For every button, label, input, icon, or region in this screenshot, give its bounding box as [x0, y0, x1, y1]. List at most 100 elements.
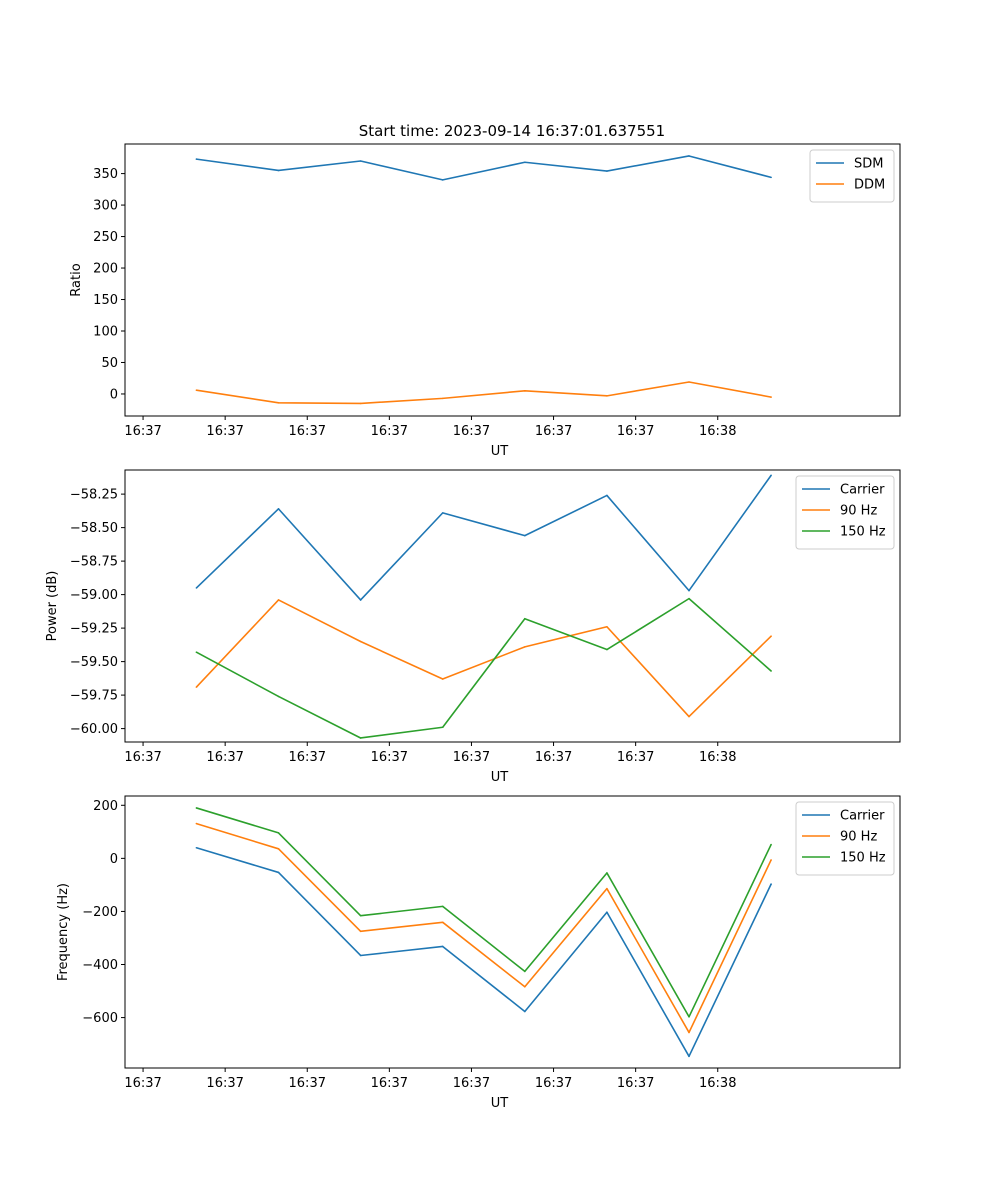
data-point	[524, 534, 526, 537]
data-point	[195, 587, 198, 589]
y-tick-label: 50	[101, 356, 118, 371]
x-tick-label: 16:37	[289, 750, 326, 765]
data-point	[770, 843, 772, 846]
legend-label: 150 Hz	[840, 525, 886, 540]
data-point	[441, 905, 444, 908]
data-point	[277, 401, 280, 404]
y-tick-label: −59.00	[70, 588, 118, 603]
x-axis-label: UT	[491, 1096, 509, 1111]
data-point	[359, 640, 362, 643]
y-tick-label: −59.50	[70, 655, 118, 670]
data-point	[524, 161, 526, 164]
plot-frame	[124, 143, 901, 417]
data-point	[770, 670, 772, 672]
data-point	[441, 179, 444, 181]
data-point	[606, 911, 608, 914]
y-tick-label: −60.00	[70, 722, 118, 737]
x-tick-label: 16:37	[617, 750, 654, 765]
data-point	[277, 848, 280, 850]
legend: SDM DDM	[809, 149, 895, 203]
x-axis-label: UT	[491, 770, 509, 785]
y-tick-label: −400	[82, 958, 118, 973]
data-point	[524, 1010, 526, 1013]
series-line-90-hz	[196, 822, 772, 1034]
y-axis-label: Power (dB)	[45, 571, 60, 642]
data-point	[441, 921, 444, 924]
subplot-2: 16:37 16:37 16:37 16:37 16:37 16:37 16:37 16:38…	[45, 469, 901, 785]
x-tick-label: 16:37	[453, 750, 490, 765]
data-point	[195, 822, 198, 825]
series-line-150-hz	[196, 807, 772, 1018]
y-tick-label: 350	[93, 167, 118, 182]
data-point	[195, 158, 198, 160]
y-tick-label: 0	[110, 852, 118, 867]
series-line-150-hz	[196, 597, 772, 739]
data-point	[688, 1055, 690, 1058]
data-point	[195, 807, 198, 809]
y-tick-label: −58.25	[70, 488, 118, 503]
x-tick-label: 16:37	[289, 1076, 326, 1091]
x-tick-label: 16:37	[617, 1076, 654, 1091]
data-point	[524, 646, 526, 648]
figure-title: Start time: 2023-09-14 16:37:01.637551	[359, 122, 665, 140]
x-tick-label: 16:37	[289, 424, 326, 439]
data-point	[441, 945, 444, 948]
data-point	[770, 635, 772, 637]
y-tick-label: −58.50	[70, 521, 118, 536]
data-point	[688, 155, 690, 157]
x-axis-label: UT	[491, 444, 509, 459]
plot-frame	[124, 795, 901, 1069]
data-point	[606, 494, 608, 497]
data-point	[524, 390, 526, 392]
data-point	[441, 397, 444, 400]
legend-label: 90 Hz	[840, 504, 877, 519]
data-point	[277, 871, 280, 874]
data-point	[441, 678, 444, 680]
data-point	[441, 726, 444, 729]
data-point	[277, 695, 280, 698]
data-point	[359, 930, 362, 933]
data-point	[277, 508, 280, 510]
x-tick-label: 16:37	[371, 424, 408, 439]
data-point	[195, 651, 198, 654]
x-tick-label: 16:37	[371, 750, 408, 765]
y-tick-label: 200	[93, 799, 118, 814]
data-point	[770, 396, 772, 398]
data-point	[770, 883, 772, 885]
series-line-carrier	[196, 846, 772, 1058]
y-axis-label: Frequency (Hz)	[56, 883, 71, 981]
data-point	[688, 589, 690, 592]
x-tick-label: 16:37	[535, 1076, 572, 1091]
subplots: 16:37 16:37 16:37 16:37 16:37 16:37 16:37 16:38…	[45, 143, 901, 1111]
x-tick-label: 16:37	[535, 750, 572, 765]
data-point	[195, 389, 198, 391]
y-tick-label: 100	[93, 325, 118, 340]
subplot-3: 16:37 16:37 16:37 16:37 16:37 16:37 16:37 16:38…	[56, 795, 901, 1111]
series-line-ddm	[196, 381, 772, 405]
x-tick-label: 16:37	[453, 424, 490, 439]
data-point	[359, 737, 362, 739]
data-point	[359, 599, 362, 601]
x-tick-label: 16:37	[206, 424, 243, 439]
data-point	[688, 597, 690, 600]
data-point	[359, 402, 362, 405]
legend-label: Carrier	[840, 809, 885, 824]
data-point	[606, 887, 608, 890]
data-point	[277, 599, 280, 601]
data-point	[688, 715, 690, 718]
x-tick-label: 16:38	[699, 1076, 736, 1091]
legend: Carrier 90 Hz 150 Hz	[795, 475, 895, 550]
data-point	[688, 1031, 690, 1034]
data-point	[606, 395, 608, 397]
y-tick-label: −600	[82, 1011, 118, 1026]
x-tick-label: 16:37	[124, 1076, 161, 1091]
x-tick-label: 16:37	[124, 424, 161, 439]
legend-label: DDM	[854, 178, 885, 193]
data-point	[359, 914, 362, 917]
legend-label: 90 Hz	[840, 830, 877, 845]
x-tick-label: 16:38	[699, 750, 736, 765]
data-point	[359, 954, 362, 957]
y-tick-label: 200	[93, 262, 118, 277]
data-point	[770, 474, 772, 477]
